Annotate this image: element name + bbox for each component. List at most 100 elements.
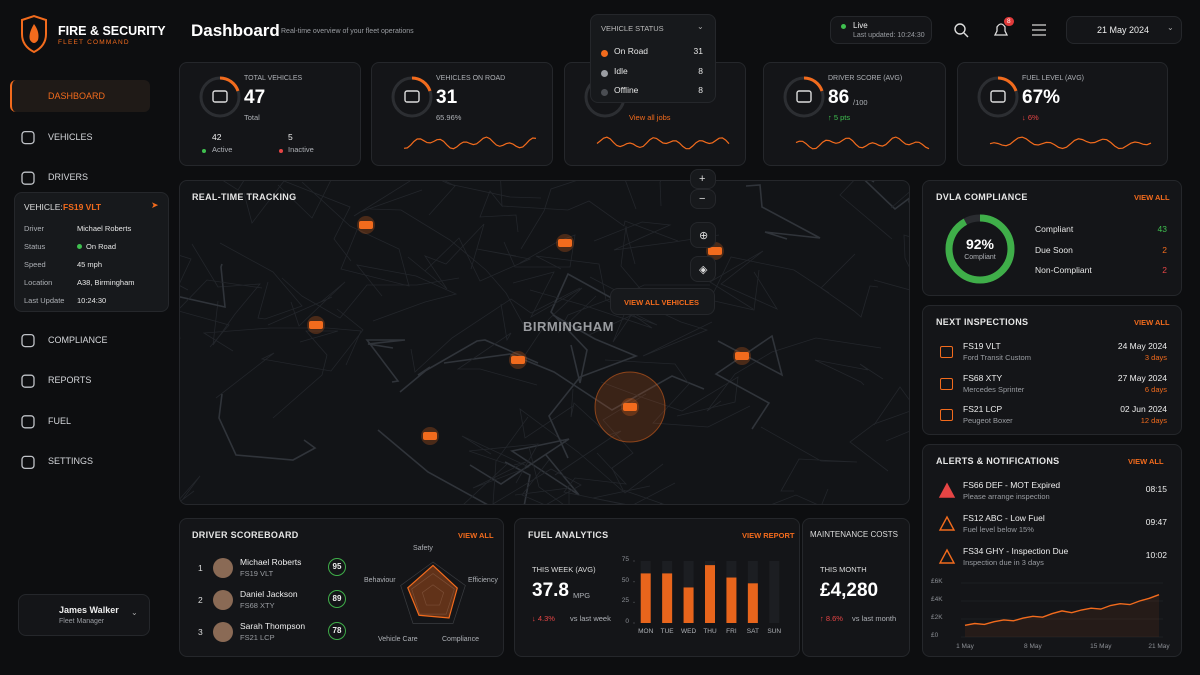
vehicle-marker xyxy=(423,432,437,440)
user-menu: ⌄ xyxy=(131,608,138,617)
kpi-value: 86 xyxy=(828,87,850,108)
alerts-link[interactable]: VIEW ALL xyxy=(1128,457,1164,466)
maintenance-value: £4,280 xyxy=(820,580,879,601)
status-dot xyxy=(601,89,608,96)
map-road xyxy=(714,334,784,430)
nav-label: REPORTS xyxy=(48,375,92,386)
inspection-date: 27 May 2024 xyxy=(1117,372,1167,383)
driver-reg: FS21 LCP xyxy=(240,633,275,642)
page-subtitle: Real-time overview of your fleet operati… xyxy=(281,28,414,35)
detail-value: Michael Roberts xyxy=(77,224,132,233)
map-control[interactable]: ◈ xyxy=(690,256,716,282)
status-dot xyxy=(77,244,82,249)
compliance-row-label: Compliant xyxy=(1035,224,1074,234)
view-all-vehicles[interactable]: VIEW ALL VEHICLES xyxy=(610,288,715,315)
kpi-sparkline xyxy=(596,136,730,150)
inspections-link[interactable]: VIEW ALL xyxy=(1134,318,1170,327)
nav-label: COMPLIANCE xyxy=(48,334,108,345)
active-count: 42 xyxy=(212,132,222,142)
active-label: Active xyxy=(212,145,233,154)
vehicle-status-panel: VEHICLE STATUS ⌄ On Road 31 Idle 8 Offline 8 xyxy=(590,14,716,103)
map-road xyxy=(706,337,882,412)
page-title: Dashboard xyxy=(191,21,280,40)
map-control[interactable]: + xyxy=(690,169,716,189)
compliance-row-count: 43 xyxy=(1157,224,1167,234)
nav-item[interactable]: SETTINGS xyxy=(14,450,148,474)
filters-button[interactable] xyxy=(1030,20,1048,38)
nav-item[interactable]: REPORTS xyxy=(14,369,148,393)
nav-icon xyxy=(21,333,35,348)
detail-key: Speed xyxy=(24,260,46,269)
map-city: BIRMINGHAM xyxy=(523,319,614,334)
driver-name: Daniel Jackson xyxy=(240,589,298,599)
fuel-link[interactable]: VIEW REPORT xyxy=(742,531,795,540)
inspection-model: Ford Transit Custom xyxy=(963,353,1031,362)
alert-detail: Inspection due in 3 days xyxy=(963,558,1044,567)
nav-icon xyxy=(21,455,35,470)
bar xyxy=(705,565,715,623)
date-label: 21 May 2024 xyxy=(1097,25,1150,35)
map-road xyxy=(512,271,583,356)
drivers-link[interactable]: VIEW ALL xyxy=(458,531,494,540)
alert-detail: Please arrange inspection xyxy=(963,492,1050,501)
map-control-icon: ⊕ xyxy=(699,230,709,242)
map-road xyxy=(814,359,884,386)
date-picker[interactable]: 21 May 2024 ⌄ xyxy=(1066,16,1182,44)
driver-avatar xyxy=(213,590,233,610)
nav-icon xyxy=(21,171,35,185)
live-status: Live Last updated: 10:24:30 xyxy=(830,16,932,44)
kpi-sub: Total xyxy=(244,113,260,122)
search-handle xyxy=(963,32,969,38)
map-control[interactable]: − xyxy=(690,189,716,209)
detail-key: Last Update xyxy=(24,296,65,305)
map-control[interactable]: ⊕ xyxy=(690,222,716,248)
logo-shield xyxy=(21,14,47,54)
kpi-link[interactable]: View all jobs xyxy=(629,113,671,122)
compliance-link[interactable]: VIEW ALL xyxy=(1134,193,1170,202)
kpi-value: 67% xyxy=(1022,87,1061,108)
nav-item[interactable]: FUEL xyxy=(14,410,148,434)
nav-label: SETTINGS xyxy=(48,456,94,467)
inspection-reg: FS68 XTY xyxy=(963,372,1003,383)
kpi-ring-accent xyxy=(411,76,432,92)
kpi-sparkline xyxy=(795,136,930,150)
alert-detail: Fuel level below 15% xyxy=(963,525,1034,534)
y-tick-label: £0 xyxy=(931,632,939,639)
map-roads xyxy=(180,181,909,504)
detail-value: 10:24:30 xyxy=(77,296,107,305)
nav-label: VEHICLES xyxy=(48,131,93,142)
donut-caption: Compliant xyxy=(964,254,996,261)
map-road xyxy=(407,223,485,290)
nav-icon xyxy=(21,415,35,429)
nav-item[interactable]: VEHICLES xyxy=(14,126,148,150)
nav-item[interactable]: COMPLIANCE xyxy=(14,329,148,353)
view-all-vehicles-label: VIEW ALL VEHICLES xyxy=(624,298,700,307)
map-road xyxy=(191,243,261,346)
driver-avatar xyxy=(213,622,233,642)
status-dot xyxy=(601,69,608,77)
compliance-card: DVLA COMPLIANCE VIEW ALL 92% Compliant Compl… xyxy=(922,180,1182,296)
kpi-card: TOTAL VEHICLES 47 Total 42 Active 5 Inactive xyxy=(179,62,361,166)
map-road xyxy=(602,393,665,504)
bar xyxy=(640,573,651,623)
nav-item[interactable]: DASHBOARD xyxy=(14,85,148,109)
map-road xyxy=(243,181,352,262)
map-road xyxy=(202,327,362,366)
vehicle-marker xyxy=(735,352,749,360)
alerts-title: ALERTS & NOTIFICATIONS xyxy=(936,456,1060,466)
map-road xyxy=(709,250,779,310)
fuel-chart xyxy=(633,560,780,624)
y-tick-label: £6K xyxy=(931,578,943,585)
map-road xyxy=(529,289,653,343)
x-tick-label: SAT xyxy=(746,628,759,635)
alert-title: FS66 DEF - MOT Expired xyxy=(963,480,1061,490)
kpi-icon xyxy=(212,90,228,103)
kpi-value: 47 xyxy=(244,87,266,108)
map-road xyxy=(659,181,662,207)
nav-item[interactable]: DRIVERS xyxy=(14,166,148,190)
map-control-icon: ◈ xyxy=(699,264,708,276)
map-road xyxy=(424,237,532,282)
x-tick-label: FRI xyxy=(726,628,737,635)
detail-key: Status xyxy=(24,242,46,251)
